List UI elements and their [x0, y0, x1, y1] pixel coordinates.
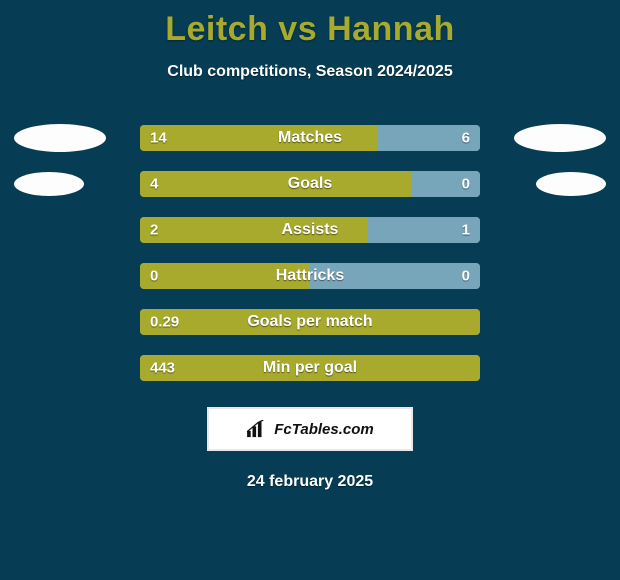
stat-row: Goals40: [0, 161, 620, 207]
stat-bar-right: [378, 125, 480, 151]
stat-row: Matches146: [0, 115, 620, 161]
stat-row: Min per goal443: [0, 345, 620, 391]
stat-row: Assists21: [0, 207, 620, 253]
stat-bar-track: [140, 309, 480, 335]
stat-bar-track: [140, 171, 480, 197]
chart-icon: [246, 420, 268, 438]
comparison-card: Leitch vs Hannah Club competitions, Seas…: [0, 0, 620, 580]
stat-bar-right: [412, 171, 480, 197]
stat-bar-left: [140, 309, 480, 335]
player-avatar-right: [536, 172, 606, 196]
stat-bar-left: [140, 355, 480, 381]
stats-container: Matches146Goals40Assists21Hattricks00Goa…: [0, 115, 620, 391]
stat-row: Hattricks00: [0, 253, 620, 299]
stat-bar-track: [140, 355, 480, 381]
player-avatar-left: [14, 172, 84, 196]
stat-row: Goals per match0.29: [0, 299, 620, 345]
source-badge-text: FcTables.com: [274, 421, 373, 438]
page-title: Leitch vs Hannah: [0, 10, 620, 49]
stat-bar-right: [310, 263, 480, 289]
stat-bar-left: [140, 263, 310, 289]
source-badge[interactable]: FcTables.com: [207, 407, 413, 451]
stat-bar-track: [140, 263, 480, 289]
player-avatar-left: [14, 124, 106, 152]
stat-bar-track: [140, 217, 480, 243]
stat-bar-left: [140, 217, 368, 243]
stat-bar-left: [140, 171, 412, 197]
footer-date: 24 february 2025: [0, 473, 620, 491]
player-avatar-right: [514, 124, 606, 152]
stat-bar-right: [368, 217, 480, 243]
stat-bar-track: [140, 125, 480, 151]
subtitle: Club competitions, Season 2024/2025: [0, 63, 620, 81]
stat-bar-left: [140, 125, 378, 151]
